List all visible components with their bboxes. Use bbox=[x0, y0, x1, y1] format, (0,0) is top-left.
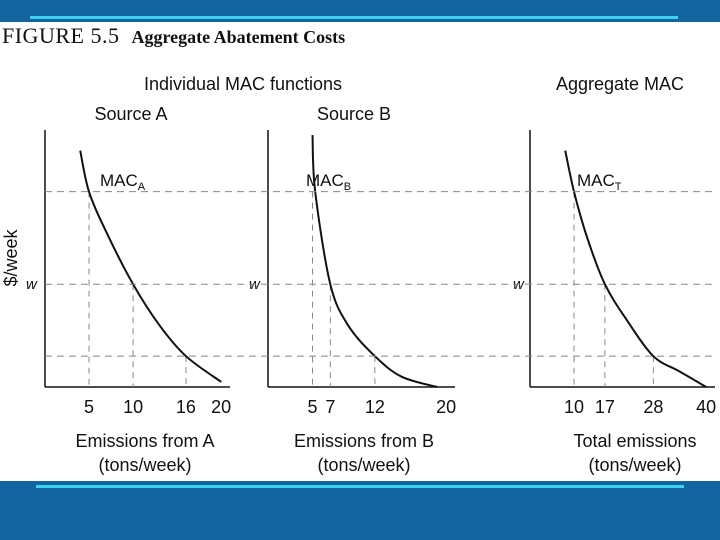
x-tick-label: 10 bbox=[123, 397, 143, 417]
mac-curve bbox=[564, 150, 707, 388]
figure-name: Aggregate Abatement Costs bbox=[131, 27, 346, 47]
x-axis-label-line-1: Emissions from B bbox=[294, 431, 434, 451]
x-tick-label: 5 bbox=[84, 397, 94, 417]
x-axis-label-line-2: (tons/week) bbox=[317, 455, 410, 475]
x-tick-label: 40 bbox=[696, 397, 716, 417]
series-label: MACA bbox=[100, 171, 146, 193]
x-tick-label: 17 bbox=[595, 397, 615, 417]
figure-number: FIGURE 5.5 bbox=[2, 23, 120, 48]
top-band bbox=[0, 0, 720, 22]
chart-panel-1: Source A $/week MACA w 5 10 16 20 Emissions from… bbox=[1, 104, 231, 475]
top-band-line bbox=[30, 16, 678, 19]
bottom-band bbox=[0, 481, 720, 540]
x-tick-label: 7 bbox=[325, 397, 335, 417]
x-axis-label-line-2: (tons/week) bbox=[98, 455, 191, 475]
chart-title: Aggregate MAC bbox=[556, 74, 684, 94]
group-label-individual: Individual MAC functions bbox=[144, 74, 342, 94]
x-axis-label-line-1: Emissions from A bbox=[75, 431, 214, 451]
x-tick-label: 12 bbox=[365, 397, 385, 417]
series-label: MACB bbox=[306, 171, 351, 193]
x-tick-label: 28 bbox=[643, 397, 663, 417]
chart-title: Source B bbox=[317, 104, 391, 124]
y-axis-label: $/week bbox=[1, 228, 21, 286]
x-tick-label: 20 bbox=[436, 397, 456, 417]
x-tick-label: 10 bbox=[564, 397, 584, 417]
x-axis-label-line-2: (tons/week) bbox=[588, 455, 681, 475]
x-axis-label-line-1: Total emissions bbox=[573, 431, 696, 451]
x-tick-label: 20 bbox=[211, 397, 231, 417]
figure-title: FIGURE 5.5 Aggregate Abatement Costs bbox=[2, 23, 345, 49]
mac-figure: Individual MAC functions Source A $/week M… bbox=[1, 74, 716, 475]
price-label-w: w bbox=[26, 276, 38, 293]
series-label: MACT bbox=[577, 171, 622, 193]
chart-title: Source A bbox=[94, 104, 167, 124]
x-tick-label: 16 bbox=[176, 397, 196, 417]
x-tick-label: 5 bbox=[308, 397, 318, 417]
bottom-band-line bbox=[36, 485, 684, 488]
